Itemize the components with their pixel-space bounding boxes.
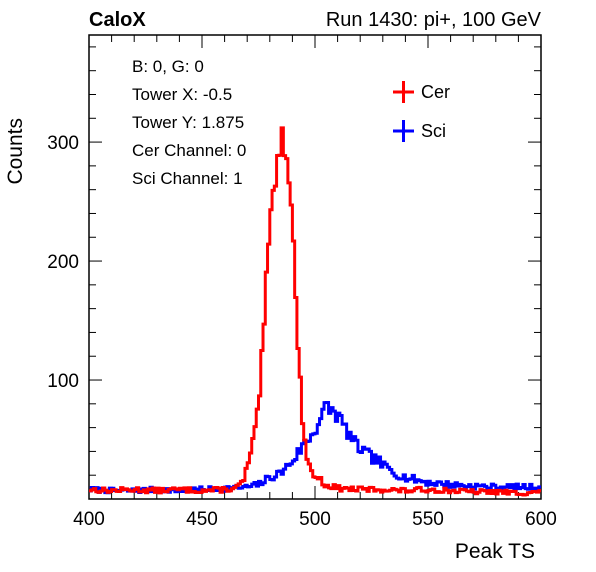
y-tick-label: 200 xyxy=(47,252,79,273)
info-line-3: Tower Y: 1.875 xyxy=(132,113,244,132)
legend-marker-cer xyxy=(393,81,414,103)
x-tick-label: 450 xyxy=(186,509,218,530)
legend-marker-sci xyxy=(393,120,414,142)
legend-label-sci: Sci xyxy=(421,121,446,141)
legend-label-cer: Cer xyxy=(421,82,450,102)
x-tick-label: 500 xyxy=(299,509,331,530)
y-axis-label: Counts xyxy=(4,118,27,185)
info-line-5: Sci Channel: 1 xyxy=(132,169,243,188)
y-tick-label: 300 xyxy=(47,133,79,154)
x-tick-label: 550 xyxy=(412,509,444,530)
x-tick-label: 400 xyxy=(73,509,105,530)
axis-ticks: 400 450 500 550 600 100 200 300 xyxy=(47,35,557,530)
series-line-cer xyxy=(89,126,541,497)
plot-frame xyxy=(88,34,542,500)
info-line-1: B: 0, G: 0 xyxy=(132,57,204,76)
x-tick-label: 600 xyxy=(525,509,557,530)
info-line-2: Tower X: -0.5 xyxy=(132,85,232,104)
x-axis-label: Peak TS xyxy=(455,540,535,563)
series-line-sci xyxy=(89,401,541,495)
legend: Cer Sci xyxy=(393,81,450,142)
y-tick-label: 100 xyxy=(47,371,79,392)
header-right: Run 1430: pi+, 100 GeV xyxy=(326,9,542,31)
header-left: CaloX xyxy=(89,9,146,31)
info-line-4: Cer Channel: 0 xyxy=(132,141,246,160)
